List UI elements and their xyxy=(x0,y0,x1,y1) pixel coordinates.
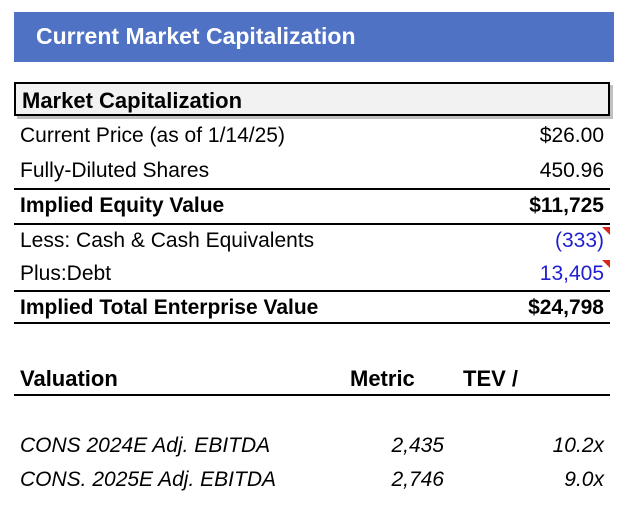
row-value: 450.96 xyxy=(539,159,604,182)
valuation-header-row: Valuation Metric TEV / xyxy=(14,362,610,396)
section-header-market-capitalization: Market Capitalization xyxy=(14,82,610,116)
row-label: Plus:Debt xyxy=(20,262,112,285)
row-value: $11,725 xyxy=(529,194,604,217)
page-title: Current Market Capitalization xyxy=(36,23,356,49)
row-implied-tev: Implied Total Enterprise Value $24,798 xyxy=(14,290,610,324)
row-label: CONS. 2025E Adj. EBITDA xyxy=(20,468,276,491)
row-value: (333) xyxy=(554,229,604,252)
row-fully-diluted-shares: Fully-Diluted Shares 450.96 xyxy=(14,155,610,189)
valuation-column-header: Valuation xyxy=(20,366,118,391)
row-multiple: 10.2x xyxy=(552,434,604,457)
row-current-price: Current Price (as of 1/14/25) $26.00 xyxy=(14,120,610,154)
row-label: Fully-Diluted Shares xyxy=(20,159,210,182)
row-metric: 2,435 xyxy=(391,434,444,457)
tev-column-header: TEV / xyxy=(463,366,519,391)
row-label: Current Price (as of 1/14/25) xyxy=(20,124,285,147)
valuation-row-2024e: CONS 2024E Adj. EBITDA 2,435 10.2x xyxy=(14,430,610,464)
row-multiple: 9.0x xyxy=(564,468,604,491)
row-value: $26.00 xyxy=(539,124,604,147)
row-label: Implied Equity Value xyxy=(20,194,225,217)
row-less-cash: Less: Cash & Cash Equivalents (333) xyxy=(14,223,610,257)
section-title: Market Capitalization xyxy=(22,88,243,113)
row-plus-debt: Plus:Debt 13,405 xyxy=(14,258,610,292)
header-band: Current Market Capitalization xyxy=(14,12,614,62)
row-label: CONS 2024E Adj. EBITDA xyxy=(20,434,271,457)
row-implied-equity-value: Implied Equity Value $11,725 xyxy=(14,188,610,222)
row-metric: 2,746 xyxy=(391,468,444,491)
comment-marker-icon[interactable] xyxy=(602,260,610,268)
comment-marker-icon[interactable] xyxy=(602,227,610,235)
row-label: Implied Total Enterprise Value xyxy=(20,296,319,319)
valuation-row-2025e: CONS. 2025E Adj. EBITDA 2,746 9.0x xyxy=(14,464,610,498)
row-label: Less: Cash & Cash Equivalents xyxy=(20,229,315,252)
row-value: 13,405 xyxy=(539,262,604,285)
row-value: $24,798 xyxy=(528,296,604,319)
metric-column-header: Metric xyxy=(350,366,415,391)
